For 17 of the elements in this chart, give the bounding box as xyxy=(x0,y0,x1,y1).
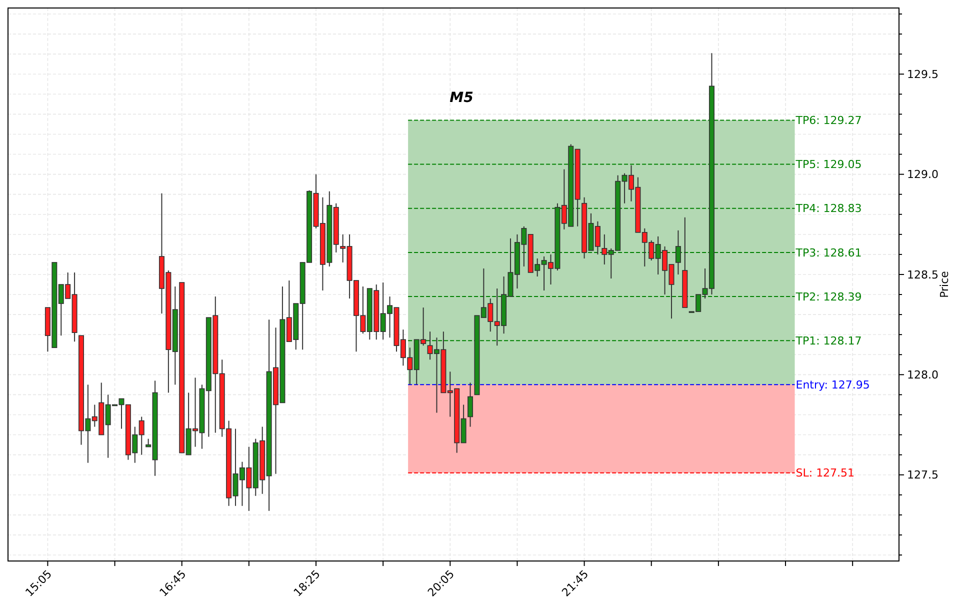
ref-line-label: SL: 127.51 xyxy=(796,466,855,480)
candlestick xyxy=(468,382,474,428)
text: M5 xyxy=(450,90,474,106)
y-tick-label: 127.5 xyxy=(907,468,938,482)
ref-line-label: TP1: 128.17 xyxy=(794,334,862,348)
y-tick-label: 128.5 xyxy=(907,268,938,282)
ref-line-label: TP3: 128.61 xyxy=(794,246,862,260)
y-tick-label: 129.5 xyxy=(907,68,938,81)
y-tick-label: 129.0 xyxy=(907,168,938,182)
candlestick xyxy=(675,230,681,275)
ref-line-label: Entry: 127.95 xyxy=(796,378,870,392)
ref-line-label: TP4: 128.83 xyxy=(794,202,862,216)
y-tick-label: 128.0 xyxy=(907,368,938,382)
ref-line-label: TP2: 128.39 xyxy=(794,290,862,304)
y-axis-title: Price xyxy=(938,270,951,298)
ref-line-label: TP5: 129.05 xyxy=(794,158,862,172)
ref-line-label: TP6: 129.27 xyxy=(794,114,862,128)
